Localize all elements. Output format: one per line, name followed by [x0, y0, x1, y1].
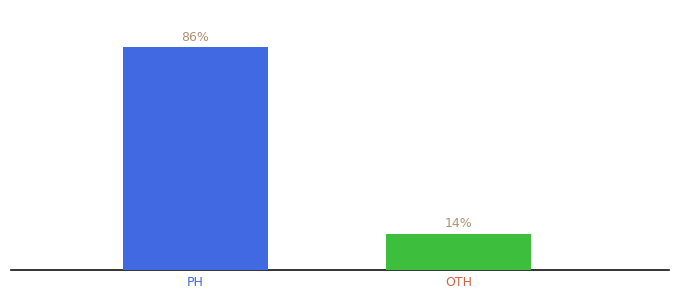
- Text: 14%: 14%: [445, 217, 473, 230]
- Bar: [386, 234, 531, 270]
- Text: 86%: 86%: [182, 31, 209, 44]
- Bar: [123, 47, 268, 270]
